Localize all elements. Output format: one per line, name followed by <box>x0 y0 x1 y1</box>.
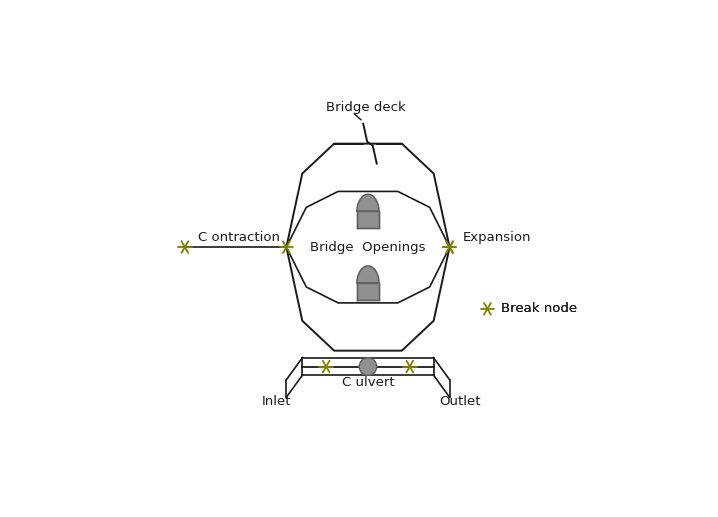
Polygon shape <box>357 194 379 211</box>
Text: Inlet: Inlet <box>261 394 292 408</box>
Text: C ontraction: C ontraction <box>197 231 279 244</box>
Text: Outlet: Outlet <box>439 394 480 408</box>
Text: Bridge deck: Bridge deck <box>326 101 406 114</box>
Text: Break node: Break node <box>501 302 577 315</box>
Polygon shape <box>357 266 379 283</box>
Circle shape <box>359 358 377 375</box>
Bar <box>357 211 379 228</box>
Bar <box>357 283 379 300</box>
Text: Bridge  Openings: Bridge Openings <box>310 240 426 254</box>
Text: Expansion: Expansion <box>463 231 531 244</box>
Text: C ulvert: C ulvert <box>342 376 394 389</box>
Text: Break node: Break node <box>501 302 577 315</box>
